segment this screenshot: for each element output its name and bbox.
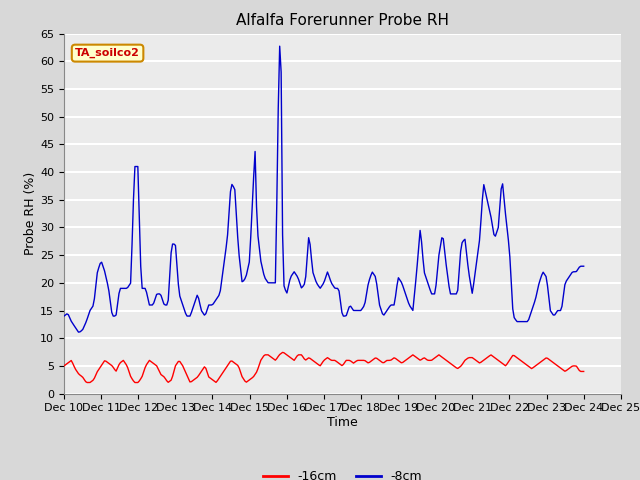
Legend: -16cm, -8cm: -16cm, -8cm [257, 465, 428, 480]
Text: TA_soilco2: TA_soilco2 [75, 48, 140, 58]
Y-axis label: Probe RH (%): Probe RH (%) [24, 172, 37, 255]
Title: Alfalfa Forerunner Probe RH: Alfalfa Forerunner Probe RH [236, 13, 449, 28]
X-axis label: Time: Time [327, 416, 358, 429]
